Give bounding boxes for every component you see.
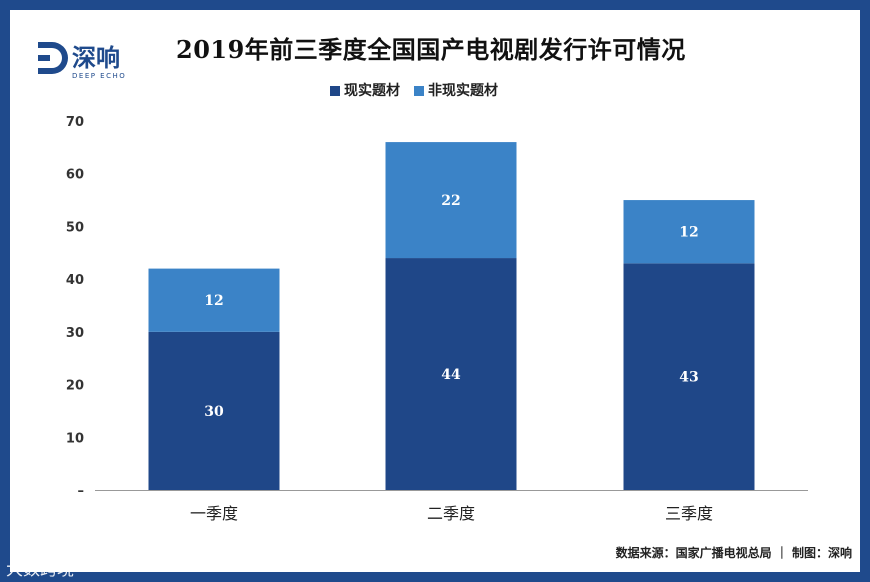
legend-label: 非现实题材 bbox=[428, 83, 498, 99]
bar-segment bbox=[385, 258, 517, 490]
data-label: 30 bbox=[204, 404, 224, 420]
chart-title: 2019年前三季度全国国产电视剧发行许可情况 bbox=[176, 35, 686, 64]
y-tick-label: – bbox=[78, 484, 85, 499]
bar-segment bbox=[623, 263, 755, 490]
data-label: 12 bbox=[204, 293, 223, 309]
bar-segment bbox=[385, 142, 517, 259]
bar-segment bbox=[148, 331, 280, 490]
data-label: 22 bbox=[441, 193, 460, 209]
source-note: 数据来源：国家广播电视总局 ｜ 制图：深响 bbox=[615, 546, 852, 560]
bar-segment bbox=[623, 200, 755, 264]
y-tick-label: 30 bbox=[66, 326, 84, 341]
svg-text:深响: 深响 bbox=[72, 44, 120, 72]
data-label: 12 bbox=[679, 225, 698, 241]
x-tick-label: 二季度 bbox=[427, 504, 475, 523]
legend-item: 现实题材 bbox=[330, 80, 400, 100]
y-tick-label: 40 bbox=[66, 273, 84, 288]
y-tick-label: 10 bbox=[66, 431, 84, 446]
data-label: 43 bbox=[679, 370, 698, 386]
bar-segment bbox=[148, 268, 280, 332]
y-tick-label: 50 bbox=[66, 220, 84, 235]
y-tick-label: 20 bbox=[66, 379, 84, 394]
x-tick-label: 一季度 bbox=[190, 504, 238, 523]
legend-item: 非现实题材 bbox=[414, 80, 498, 100]
legend-swatch bbox=[330, 86, 340, 96]
watermark: 大数跨境 bbox=[6, 560, 74, 580]
y-tick-label: 60 bbox=[66, 168, 84, 183]
svg-text:DEEP ECHO: DEEP ECHO bbox=[72, 72, 126, 80]
legend-swatch bbox=[414, 86, 424, 96]
deep-echo-logo: 深响 DEEP ECHO bbox=[38, 42, 126, 80]
x-tick-label: 三季度 bbox=[665, 504, 713, 523]
data-label: 44 bbox=[441, 367, 461, 383]
legend-label: 现实题材 bbox=[344, 83, 400, 99]
y-tick-label: 70 bbox=[66, 115, 84, 130]
legend: 现实题材 非现实题材 bbox=[330, 80, 498, 100]
